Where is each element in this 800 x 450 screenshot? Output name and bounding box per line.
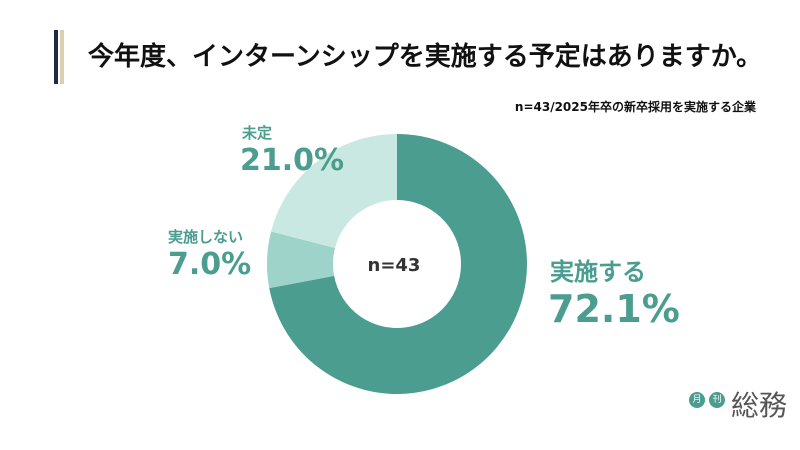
slice-name-shinai: 実施しない (168, 228, 244, 246)
slice-jisshi-suru (269, 134, 527, 394)
title-accent-light (60, 30, 64, 84)
slice-label-suru: 実施する 72.1% (548, 252, 680, 331)
logo-wordmark: 総務 (731, 389, 788, 422)
slice-label-mitei: 未定 21.0% (240, 122, 344, 178)
slice-name-mitei: 未定 (242, 124, 273, 142)
sample-note: n=43/2025年卒の新卒採用を実施する企業 (514, 100, 756, 114)
slice-pct-suru: 72.1% (548, 287, 680, 331)
slice-jisshi-shinai (267, 231, 336, 289)
logo-badge-2: 刊 (709, 392, 725, 408)
slice-name-suru: 実施する (550, 258, 646, 286)
chart-title: 今年度、インターンシップを実施する予定はありますか。 (88, 42, 763, 72)
slice-pct-shinai: 7.0% (168, 247, 252, 282)
slice-label-shinai: 実施しない 7.0% (168, 226, 251, 282)
slice-pct-mitei: 21.0% (240, 143, 345, 178)
donut-center-label: n=43 (367, 255, 421, 276)
logo-badge-1: 月 (689, 392, 705, 408)
slice-mitei (271, 134, 397, 249)
title-accent-dark (54, 30, 58, 84)
title-accent-bar (54, 30, 64, 84)
